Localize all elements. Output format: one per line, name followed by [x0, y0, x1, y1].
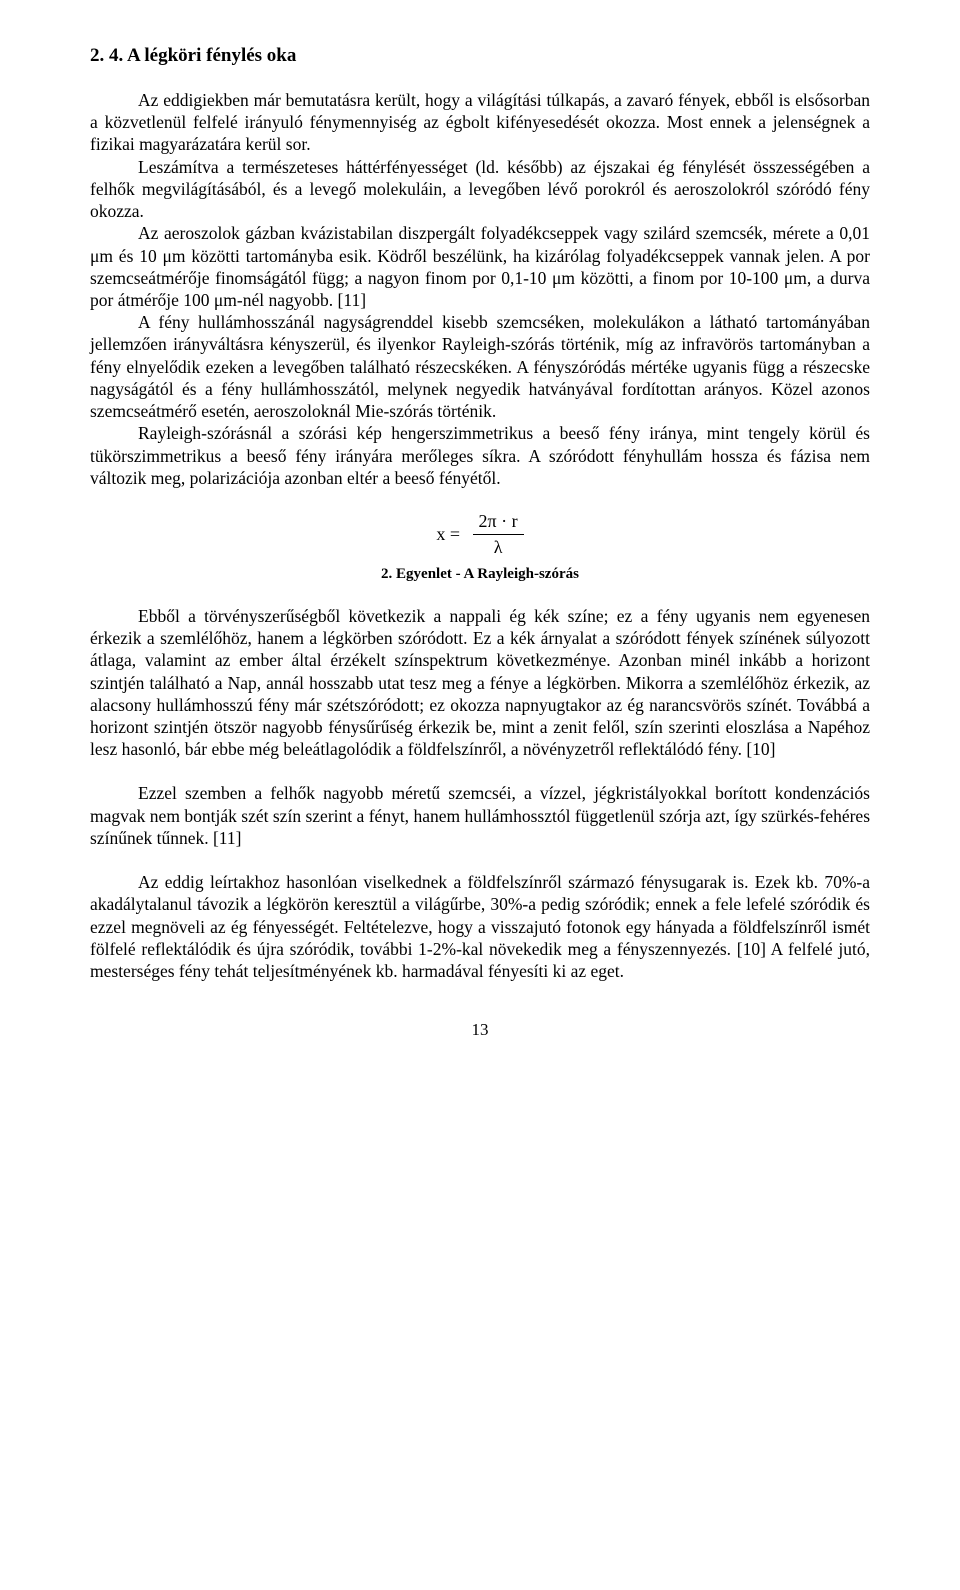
paragraph-block-2: Ebből a törvényszerűségből következik a … — [90, 605, 870, 761]
equation-numerator: 2π · r — [473, 511, 524, 535]
paragraph-3: Az aeroszolok gázban kvázistabilan diszp… — [90, 222, 870, 311]
section-title: 2. 4. A légköri fénylés oka — [90, 45, 870, 67]
equation-caption: 2. Egyenlet - A Rayleigh-szórás — [90, 566, 870, 583]
paragraph-5: Rayleigh-szórásnál a szórási kép hengers… — [90, 422, 870, 489]
paragraph-6: Ebből a törvényszerűségből következik a … — [90, 605, 870, 761]
paragraph-block-3: Ezzel szemben a felhők nagyobb méretű sz… — [90, 782, 870, 849]
equation: x = 2π · r λ — [90, 511, 870, 558]
equation-lhs: x = — [436, 524, 460, 545]
paragraph-1: Az eddigiekben már bemutatásra került, h… — [90, 89, 870, 156]
equation-denominator: λ — [473, 535, 524, 558]
paragraph-7: Ezzel szemben a felhők nagyobb méretű sz… — [90, 782, 870, 849]
paragraph-4: A fény hullámhosszánál nagyságrenddel ki… — [90, 311, 870, 422]
paragraph-2: Leszámítva a természeteses háttérfényess… — [90, 156, 870, 223]
page-number: 13 — [90, 1020, 870, 1040]
equation-fraction: 2π · r λ — [473, 511, 524, 558]
paragraph-block-1: Az eddigiekben már bemutatásra került, h… — [90, 89, 870, 489]
paragraph-block-4: Az eddig leírtakhoz hasonlóan viselkedne… — [90, 871, 870, 982]
paragraph-8: Az eddig leírtakhoz hasonlóan viselkedne… — [90, 871, 870, 982]
